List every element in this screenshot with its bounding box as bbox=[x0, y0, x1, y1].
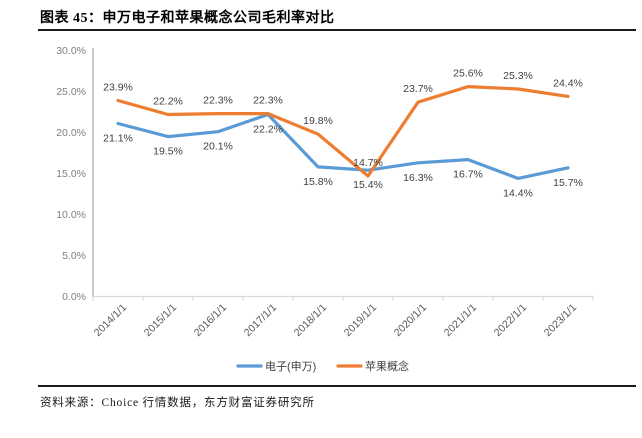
data-label: 22.2% bbox=[253, 123, 283, 135]
series-line-1 bbox=[116, 84, 570, 178]
data-label: 23.9% bbox=[103, 82, 133, 94]
source-note: 资料来源：Choice 行情数据，东方财富证券研究所 bbox=[40, 397, 315, 409]
data-label: 20.1% bbox=[203, 141, 233, 153]
x-axis-label: 2017/1/1 bbox=[242, 302, 279, 339]
data-label: 25.3% bbox=[503, 70, 533, 82]
data-label: 22.2% bbox=[153, 95, 183, 107]
data-label: 16.7% bbox=[453, 169, 483, 181]
y-axis-label: 5.0% bbox=[62, 250, 86, 262]
data-label: 24.4% bbox=[553, 77, 583, 89]
legend-label-1: 苹果概念 bbox=[365, 359, 409, 373]
data-label: 15.4% bbox=[353, 179, 383, 191]
data-label: 22.3% bbox=[203, 95, 233, 107]
legend-label-0: 电子(申万) bbox=[265, 360, 316, 373]
data-label: 19.5% bbox=[153, 146, 183, 158]
y-axis-label: 15.0% bbox=[56, 168, 86, 180]
y-axis-label: 25.0% bbox=[56, 86, 86, 98]
x-axis-label: 2023/1/1 bbox=[542, 302, 579, 339]
data-label: 22.3% bbox=[253, 95, 283, 107]
y-axis-label: 10.0% bbox=[56, 209, 86, 221]
data-label: 21.1% bbox=[103, 132, 133, 144]
x-axis-label: 2019/1/1 bbox=[342, 302, 379, 339]
data-label: 14.7% bbox=[353, 157, 383, 169]
y-axis-label: 30.0% bbox=[56, 45, 86, 57]
data-label: 14.4% bbox=[503, 187, 533, 199]
x-axis-label: 2016/1/1 bbox=[192, 302, 229, 339]
footer-divider bbox=[38, 385, 636, 387]
title-divider bbox=[38, 29, 636, 31]
x-axis-label: 2014/1/1 bbox=[92, 302, 129, 339]
data-label: 25.6% bbox=[453, 68, 483, 80]
data-label: 15.7% bbox=[553, 177, 583, 189]
data-label: 23.7% bbox=[403, 83, 433, 95]
y-axis-label: 20.0% bbox=[56, 127, 86, 139]
x-axis-label: 2022/1/1 bbox=[492, 302, 529, 339]
x-axis-label: 2018/1/1 bbox=[292, 302, 329, 339]
data-label: 15.8% bbox=[303, 176, 333, 188]
y-axis-label: 0.0% bbox=[62, 291, 86, 303]
data-label: 16.3% bbox=[403, 172, 433, 184]
x-axis-label: 2020/1/1 bbox=[392, 302, 429, 339]
x-axis-label: 2015/1/1 bbox=[142, 302, 179, 339]
series-line-0 bbox=[116, 112, 570, 180]
x-axis-label: 2021/1/1 bbox=[442, 302, 479, 339]
figure-title: 图表 45：申万电子和苹果概念公司毛利率对比 bbox=[40, 11, 335, 26]
data-label: 19.8% bbox=[303, 115, 333, 127]
